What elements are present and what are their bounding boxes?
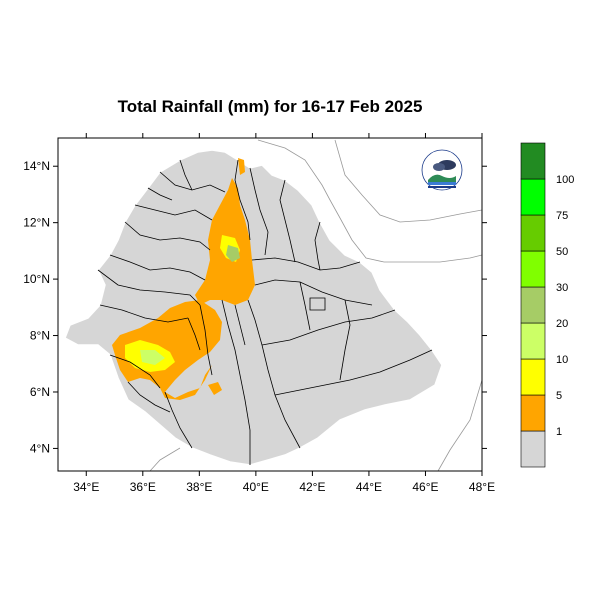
legend-swatch <box>520 286 546 324</box>
legend-swatch <box>520 214 546 252</box>
somaliland-coast <box>384 254 483 263</box>
water-icon <box>428 182 456 185</box>
neighbor-borders <box>149 139 483 472</box>
x-tick-label: 38°E <box>186 480 212 494</box>
rain-patch-orange-east <box>208 382 222 395</box>
legend-label: 20 <box>556 318 568 330</box>
arabian-coast <box>334 139 483 223</box>
legend-swatch <box>520 430 546 468</box>
map-title: Total Rainfall (mm) for 16-17 Feb 2025 <box>118 97 423 116</box>
y-tick-label: 14°N <box>23 159 50 173</box>
legend-swatch <box>520 142 546 180</box>
x-tick-label: 44°E <box>356 480 382 494</box>
x-tick-label: 34°E <box>73 480 99 494</box>
legend-swatch <box>520 178 546 216</box>
legend-label: 5 <box>556 390 562 402</box>
somalia-coast <box>437 379 483 472</box>
rain-band-orange-south <box>112 300 222 400</box>
x-tick-label: 48°E <box>469 480 495 494</box>
y-tick-label: 8°N <box>30 329 50 343</box>
landscape-icon <box>428 174 456 182</box>
y-tick-label: 12°N <box>23 216 50 230</box>
red-sea-coast <box>257 139 385 263</box>
rainfall-shading <box>112 158 255 400</box>
legend-label: 1 <box>556 426 562 438</box>
map-panel: 34°E 36°E 38°E 40°E 42°E 44°E 46°E 48°E 14°N 12°… <box>23 133 495 494</box>
y-tick-label: 10°N <box>23 272 50 286</box>
legend-swatch <box>520 394 546 432</box>
legend-swatch <box>520 250 546 288</box>
legend-label: 75 <box>556 210 568 222</box>
legend-swatch <box>520 358 546 396</box>
x-tick-label: 36°E <box>130 480 156 494</box>
legend-label: 50 <box>556 246 568 258</box>
y-axis: 14°N 12°N 10°N 8°N 6°N 4°N <box>23 159 487 455</box>
rain-patch-lightgreen-south <box>140 350 165 365</box>
region-borders <box>97 159 433 465</box>
rain-patch-green-north <box>226 245 240 262</box>
legend: 1 5 10 20 30 50 75 100 <box>520 142 574 468</box>
legend-label: 100 <box>556 174 574 186</box>
meteorology-logo <box>421 149 463 191</box>
logo-caption-bar <box>428 186 456 188</box>
x-tick-label: 42°E <box>299 480 325 494</box>
x-tick-label: 40°E <box>243 480 269 494</box>
x-axis: 34°E 36°E 38°E 40°E 42°E 44°E 46°E 48°E <box>73 133 495 494</box>
legend-label: 30 <box>556 282 568 294</box>
rain-patch-orange-top <box>238 158 245 175</box>
kenya-border <box>149 447 181 472</box>
legend-label: 10 <box>556 354 568 366</box>
legend-swatch <box>520 322 546 360</box>
y-tick-label: 4°N <box>30 441 50 455</box>
x-tick-label: 46°E <box>412 480 438 494</box>
cloud-icon-small <box>433 163 445 171</box>
map-frame <box>57 137 483 472</box>
y-tick-label: 6°N <box>30 385 50 399</box>
